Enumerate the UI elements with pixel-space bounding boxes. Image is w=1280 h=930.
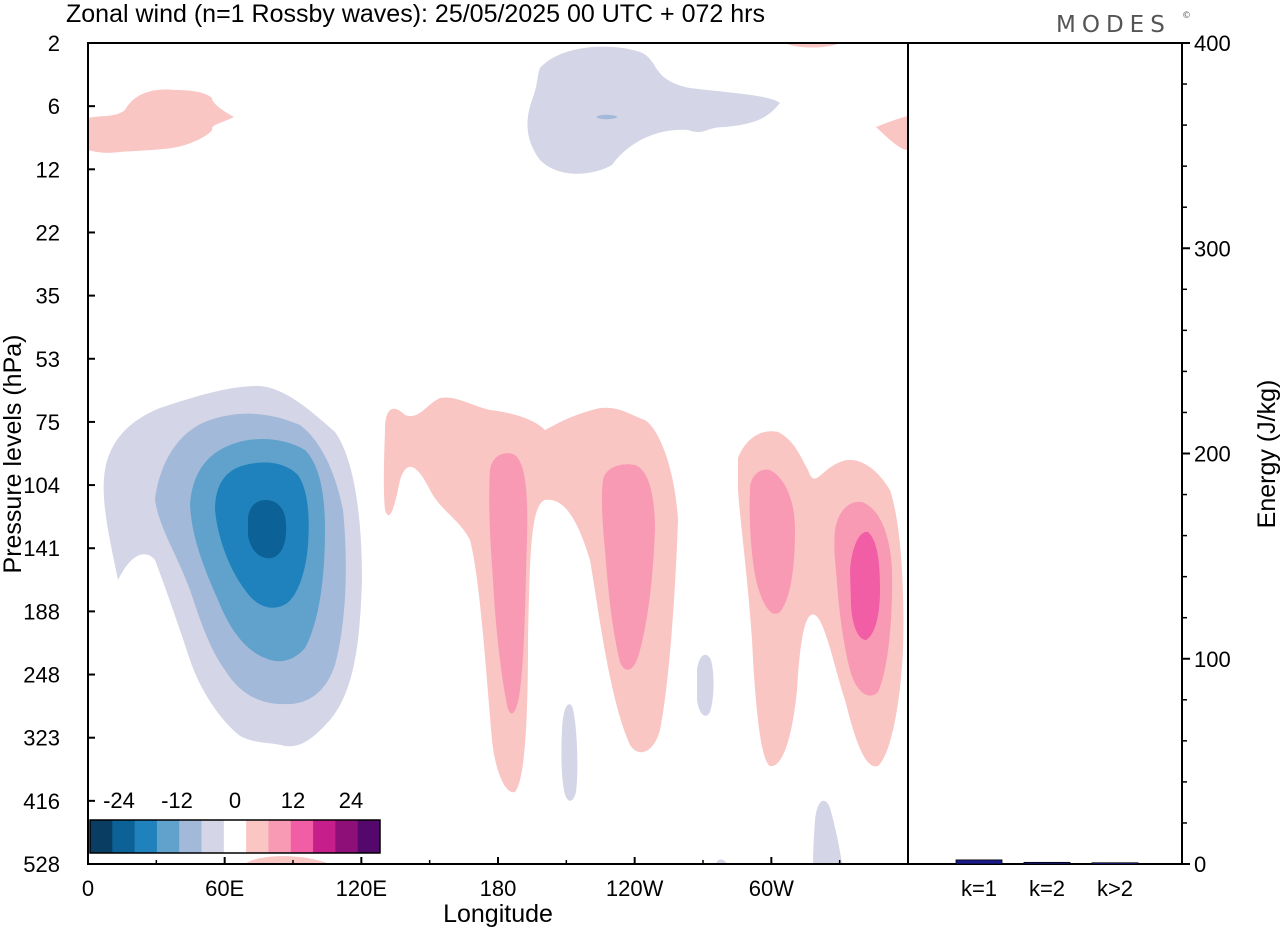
x-axis-longitude: 0 60E 120E 180 120W 60W bbox=[82, 857, 841, 901]
y-tick-label: 22 bbox=[36, 220, 60, 245]
y-axis-pressure: 2 6 12 22 35 53 75 104 141 188 248 323 416 528 bbox=[23, 31, 95, 877]
contour-neg-small-4 bbox=[716, 859, 727, 864]
energy-bar bbox=[1091, 862, 1139, 865]
y-tick-label: 141 bbox=[23, 536, 60, 561]
energy-category-label: k>2 bbox=[1097, 876, 1133, 901]
colorbar-label: 24 bbox=[339, 788, 363, 813]
x-tick-label: 120E bbox=[336, 876, 387, 901]
energy-bar bbox=[955, 859, 1003, 865]
energy-tick-label: 0 bbox=[1194, 852, 1206, 877]
contour-pos-bottom bbox=[245, 856, 330, 864]
colorbar-swatch bbox=[134, 820, 158, 853]
colorbar-swatch bbox=[201, 820, 225, 853]
colorbar-label: 12 bbox=[281, 788, 305, 813]
modes-logo: MODES bbox=[1056, 12, 1171, 38]
colorbar-swatch bbox=[268, 820, 292, 853]
energy-category-label: k=2 bbox=[1029, 876, 1065, 901]
energy-tick-label: 300 bbox=[1194, 236, 1231, 261]
y-tick-label: 35 bbox=[36, 284, 60, 309]
x-tick-label: 60W bbox=[749, 876, 794, 901]
colorbar-swatch bbox=[246, 820, 269, 853]
contour-neg-5 bbox=[248, 500, 287, 559]
colorbar-swatch bbox=[223, 820, 247, 853]
x-tick-label: 60E bbox=[205, 876, 244, 901]
energy-bar bbox=[1023, 861, 1071, 865]
contour-pos-2b bbox=[601, 464, 655, 670]
colorbar-swatch bbox=[156, 820, 180, 853]
contour-pos-top-strip bbox=[785, 43, 840, 48]
contour-neg-upper-core bbox=[596, 114, 618, 120]
colorbar-swatch bbox=[313, 820, 336, 853]
colorbar-label: -12 bbox=[161, 788, 193, 813]
colorbar: -24 -12 0 12 24 bbox=[89, 788, 381, 854]
energy-tick-label: 400 bbox=[1194, 31, 1231, 56]
x-tick-label: 0 bbox=[82, 876, 94, 901]
colorbar-swatch bbox=[357, 820, 381, 853]
contour-neg-small-2 bbox=[697, 654, 714, 716]
y-tick-label: 2 bbox=[48, 31, 60, 56]
heatmap-plot bbox=[88, 43, 908, 864]
contour-pos-upper-left bbox=[88, 89, 234, 153]
y-tick-label: 104 bbox=[23, 473, 60, 498]
y-axis-label: Pressure levels (hPa) bbox=[0, 335, 27, 574]
contour-pos-3d bbox=[850, 531, 880, 640]
contour-neg-small-1 bbox=[561, 704, 578, 801]
colorbar-swatch bbox=[290, 820, 314, 853]
colorbar-swatch bbox=[90, 820, 113, 853]
y-tick-label: 12 bbox=[36, 157, 60, 182]
colorbar-swatch bbox=[179, 820, 203, 853]
colorbar-swatch bbox=[335, 820, 359, 853]
x-tick-label: 120W bbox=[606, 876, 664, 901]
energy-axis-label: Energy (J/kg) bbox=[1253, 380, 1280, 529]
colorbar-frame bbox=[89, 819, 381, 854]
y-tick-label: 6 bbox=[48, 94, 60, 119]
energy-bars: k=1 k=2 k>2 bbox=[955, 859, 1139, 901]
chart-title: Zonal wind (n=1 Rossby waves): 25/05/202… bbox=[66, 0, 765, 28]
contour-pos-2a bbox=[489, 453, 528, 714]
y-tick-label: 528 bbox=[23, 852, 60, 877]
y-tick-label: 75 bbox=[36, 410, 60, 435]
energy-tick-label: 100 bbox=[1194, 647, 1231, 672]
contour-neg-small-3 bbox=[813, 800, 842, 864]
y-tick-label: 188 bbox=[23, 599, 60, 624]
y-tick-label: 248 bbox=[23, 663, 60, 688]
energy-category-label: k=1 bbox=[961, 876, 997, 901]
y-tick-label: 53 bbox=[36, 347, 60, 372]
contour-pos-2c bbox=[749, 469, 795, 614]
colorbar-swatch bbox=[112, 820, 136, 853]
contour-pos-upper-right bbox=[876, 116, 908, 150]
y-tick-label: 416 bbox=[23, 789, 60, 814]
x-axis-label: Longitude bbox=[443, 900, 553, 928]
colorbar-label: -24 bbox=[103, 788, 135, 813]
colorbar-label: 0 bbox=[229, 788, 241, 813]
copyright-mark: © bbox=[1182, 11, 1191, 21]
y-tick-label: 323 bbox=[23, 726, 60, 751]
x-tick-label: 180 bbox=[480, 876, 517, 901]
energy-tick-label: 200 bbox=[1194, 442, 1231, 467]
contour-neg-upper bbox=[527, 46, 780, 174]
y-axis-energy: 0 100 200 300 400 bbox=[1182, 31, 1231, 877]
